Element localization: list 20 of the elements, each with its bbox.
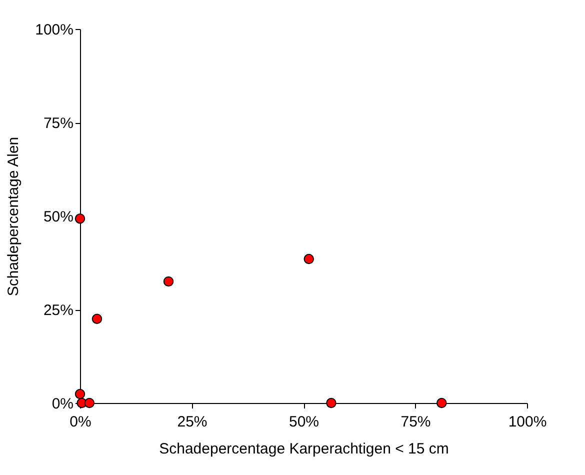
x-axis-title: Schadepercentage Karperachtigen < 15 cm <box>159 440 449 458</box>
x-tick-label: 50% <box>288 414 320 430</box>
point <box>84 398 94 408</box>
y-tick-label: 25% <box>43 302 74 319</box>
point <box>74 214 86 224</box>
point <box>304 254 314 264</box>
y-tick-label: 100% <box>35 22 74 38</box>
point <box>74 388 86 400</box>
y-tick-label: 75% <box>43 115 74 132</box>
point <box>326 398 336 408</box>
point <box>163 276 174 287</box>
x-tick-label: 25% <box>177 414 208 430</box>
x-tick-label: 75% <box>400 414 431 430</box>
x-tick-label: 0% <box>70 414 92 430</box>
y-tick-label: 50% <box>43 208 74 226</box>
point <box>92 314 102 324</box>
y-axis-title: Schadepercentage Alen <box>5 136 22 296</box>
y-tick-label: 0% <box>52 396 74 412</box>
x-tick-label: 100% <box>508 414 547 430</box>
point <box>436 398 447 408</box>
